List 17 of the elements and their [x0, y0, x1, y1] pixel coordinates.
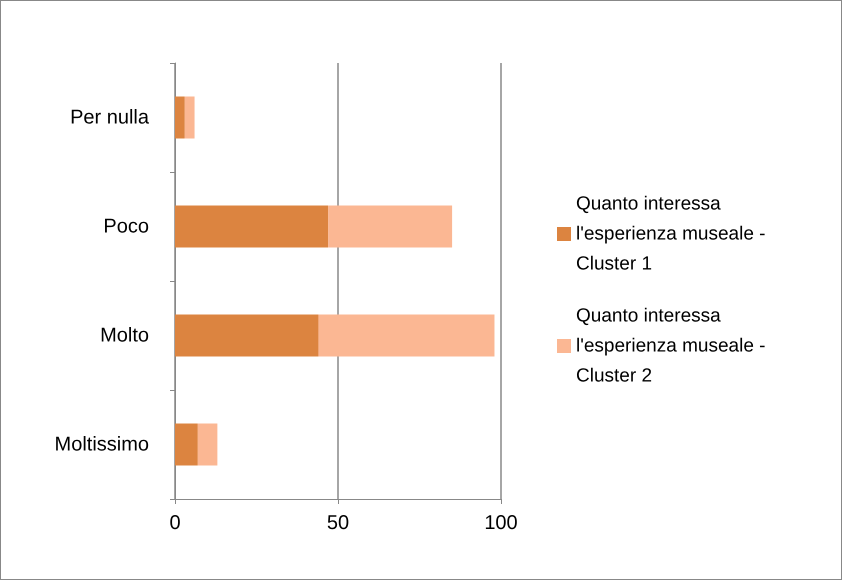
bar: [198, 424, 218, 466]
y-tick-label: Moltissimo: [54, 434, 149, 456]
x-tick-label: 50: [326, 512, 350, 534]
x-tick-label: 0: [169, 512, 181, 534]
bar: [175, 206, 328, 248]
x-tick-label: 100: [484, 512, 518, 534]
bar: [175, 314, 318, 356]
bar: [318, 314, 494, 356]
bar: [184, 96, 195, 138]
y-tick-label: Poco: [103, 216, 149, 238]
bar: [175, 96, 185, 138]
y-tick-label: Per nulla: [70, 106, 150, 128]
legend-label: Quanto interessa l'esperienza museale - Cluster 1: [576, 194, 771, 274]
y-tick-label: Molto: [100, 324, 149, 346]
bar: [328, 206, 452, 248]
legend-label: Quanto interessa l'esperienza museale - Cluster 2: [576, 306, 771, 386]
bar: [175, 424, 198, 466]
